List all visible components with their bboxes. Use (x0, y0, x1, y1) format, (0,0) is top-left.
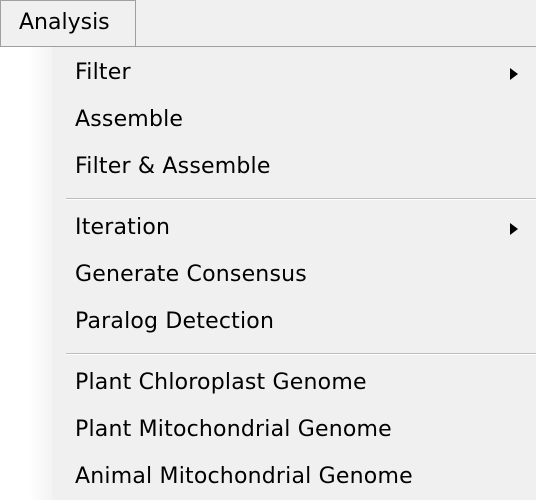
menu-item-filter-assemble[interactable]: Filter & Assemble (0, 144, 536, 190)
menu-separator (66, 198, 536, 200)
menu-item-label: Paralog Detection (75, 309, 275, 334)
menu-item-animal-mitochondrial-genome[interactable]: Animal Mitochondrial Genome (0, 454, 536, 500)
menu-separator (66, 353, 536, 355)
submenu-arrow-icon (510, 223, 518, 235)
menu-item-generate-consensus[interactable]: Generate Consensus (0, 252, 536, 298)
menu-item-plant-chloroplast-genome[interactable]: Plant Chloroplast Genome (0, 360, 536, 406)
menu-item-assemble[interactable]: Assemble (0, 97, 536, 143)
analysis-dropdown-menu: Filter Assemble Filter & Assemble Iterat… (0, 46, 536, 500)
menu-item-label: Generate Consensus (75, 262, 307, 287)
menu-item-label: Filter & Assemble (75, 154, 271, 179)
menu-item-label: Plant Chloroplast Genome (75, 370, 367, 395)
submenu-arrow-icon (510, 68, 518, 80)
analysis-menu-title[interactable]: Analysis (0, 0, 136, 46)
menu-item-plant-mitochondrial-genome[interactable]: Plant Mitochondrial Genome (0, 407, 536, 453)
menu-item-paralog-detection[interactable]: Paralog Detection (0, 299, 536, 345)
menu-item-label: Filter (75, 60, 131, 85)
menu-item-label: Plant Mitochondrial Genome (75, 417, 392, 442)
menu-icon-gutter (0, 47, 52, 500)
menu-bar: Analysis (0, 0, 536, 46)
menu-item-label: Iteration (75, 215, 171, 240)
menu-item-filter[interactable]: Filter (0, 50, 536, 96)
menu-item-iteration[interactable]: Iteration (0, 205, 536, 251)
menu-item-label: Assemble (75, 107, 184, 132)
menu-item-label: Animal Mitochondrial Genome (75, 464, 413, 489)
